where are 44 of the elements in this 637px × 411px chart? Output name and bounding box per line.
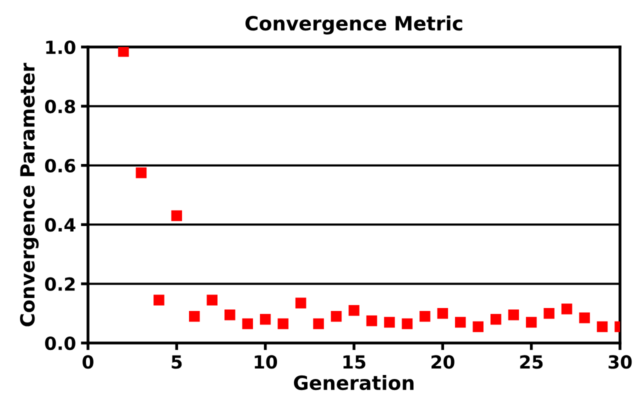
point — [384, 316, 395, 328]
point — [490, 314, 502, 325]
x-tick-label: 30 — [608, 355, 632, 369]
x-tick-label: 20 — [432, 355, 454, 369]
point — [472, 321, 484, 332]
y-tick-label: 0.6 — [45, 158, 76, 173]
point — [260, 314, 271, 325]
point — [579, 312, 590, 324]
x-tick-label: 5 — [172, 355, 182, 369]
point — [278, 318, 288, 330]
x-tick-label: 25 — [520, 355, 543, 369]
point — [526, 316, 537, 328]
point — [118, 47, 129, 57]
y-tick-label: 0.8 — [45, 100, 76, 114]
y-tick-label: 0.2 — [45, 277, 75, 291]
x-tick-label: 10 — [254, 355, 278, 369]
point — [348, 305, 360, 316]
y-tick-label: 0.0 — [45, 336, 76, 350]
point — [224, 310, 236, 320]
point — [596, 321, 608, 332]
chart-title: Convergence Metric — [245, 16, 462, 35]
point — [206, 294, 218, 306]
point — [508, 310, 519, 320]
y-tick-label: 0.4 — [45, 218, 76, 232]
point — [561, 304, 572, 314]
point — [420, 310, 430, 322]
point — [242, 318, 253, 330]
point — [171, 210, 182, 222]
point — [189, 310, 200, 322]
point — [136, 167, 147, 178]
x-tick-label: 0 — [82, 355, 94, 369]
point — [455, 316, 466, 328]
point — [313, 318, 324, 330]
y-tick-label: 1.0 — [46, 40, 76, 54]
y-axis-title: Convergence Parameter — [20, 62, 39, 326]
point — [366, 315, 378, 326]
point — [544, 308, 554, 319]
point — [295, 298, 306, 308]
point — [154, 294, 164, 306]
x-axis-title: Generation — [294, 375, 414, 390]
point — [330, 310, 342, 322]
x-tick-label: 15 — [343, 355, 366, 369]
point — [437, 308, 448, 319]
point — [402, 318, 413, 330]
